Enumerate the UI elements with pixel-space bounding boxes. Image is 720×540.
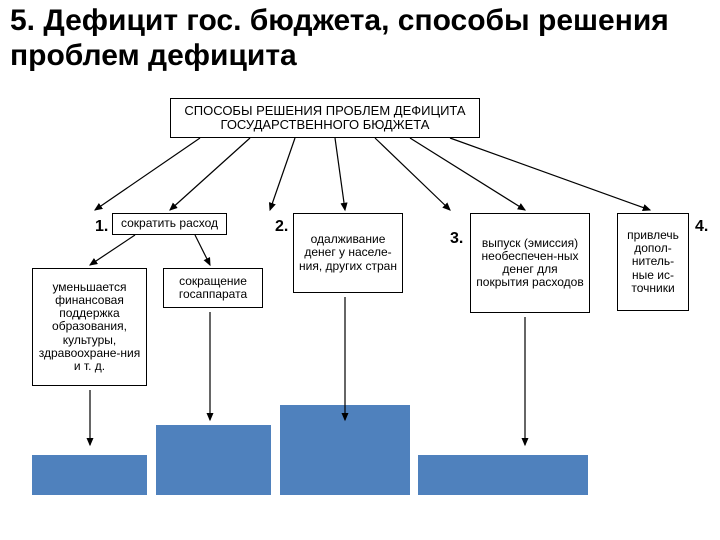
number-1: 1. [95,218,108,236]
slide: 5. Дефицит гос. бюджета, способы решения… [0,0,720,540]
number-4: 4. [695,218,708,236]
blue-bar-3 [280,405,410,495]
method-box-1: сократить расход [112,213,227,235]
consequence-box-2: сокращение госаппарата [163,268,263,308]
number-3: 3. [450,230,463,248]
consequence-box-1: уменьшается финансовая поддержка образов… [32,268,147,386]
blue-bar-2 [156,425,271,495]
root-box: СПОСОБЫ РЕШЕНИЯ ПРОБЛЕМ ДЕФИЦИТА ГОСУДАР… [170,98,480,138]
slide-title: 5. Дефицит гос. бюджета, способы решения… [10,4,710,73]
blue-bar-4 [418,455,588,495]
method-box-2: одалживание денег у населе-ния, других с… [293,213,403,293]
method-box-4: привлечь допол-нитель-ные ис-точники [617,213,689,311]
method-box-3: выпуск (эмиссия) необеспечен-ных денег д… [470,213,590,313]
blue-bar-1 [32,455,147,495]
number-2: 2. [275,218,288,236]
